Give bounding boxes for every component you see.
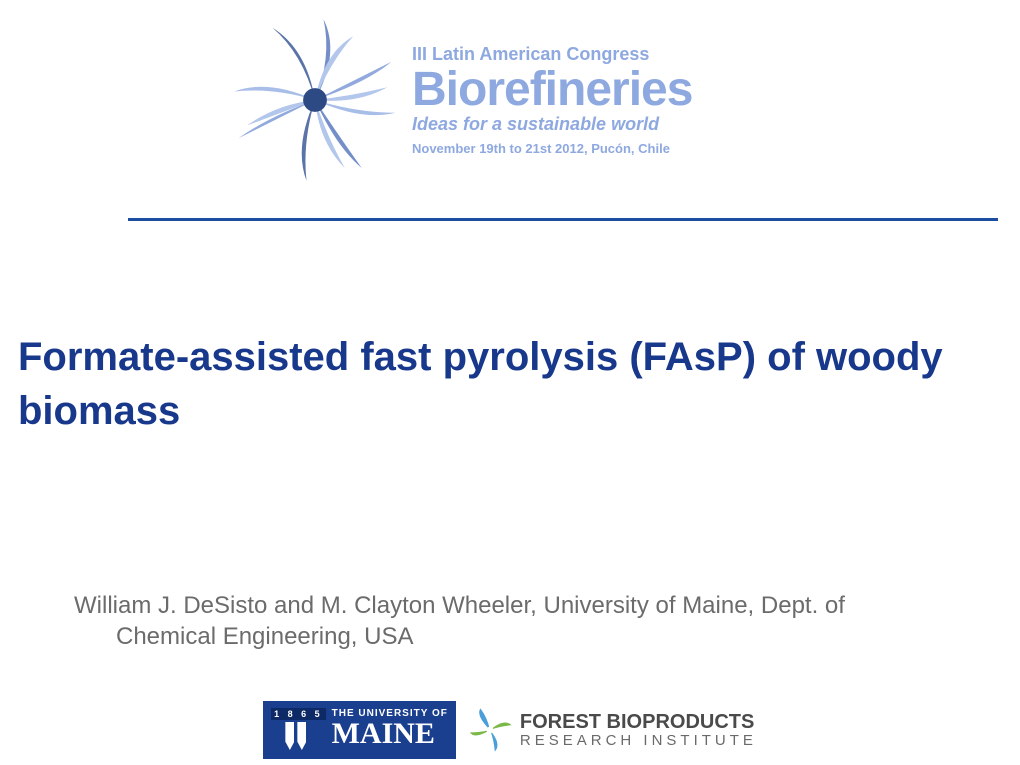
- fbri-line2: RESEARCH INSTITUTE: [520, 733, 757, 749]
- authors-line1: William J. DeSisto and M. Clayton Wheele…: [74, 592, 845, 619]
- umaine-flag-icon: [283, 722, 313, 750]
- authors-line2: Chemical Engineering, USA: [74, 621, 944, 652]
- congress-tagline: Ideas for a sustainable world: [412, 114, 692, 135]
- umaine-big-text: MAINE: [332, 719, 448, 749]
- umaine-year: 1 8 6 5: [271, 708, 326, 720]
- slide-title: Formate-assisted fast pyrolysis (FAsP) o…: [18, 330, 978, 438]
- header-divider: [128, 218, 998, 221]
- fbri-logo: FOREST BIOPRODUCTS RESEARCH INSTITUTE: [466, 706, 757, 754]
- fbri-line1: FOREST BIOPRODUCTS: [520, 712, 757, 733]
- congress-title: Biorefineries: [412, 67, 692, 113]
- umaine-logo: 1 8 6 5 THE UNIVERSITY OF MAINE: [263, 701, 456, 759]
- footer-logos: 1 8 6 5 THE UNIVERSITY OF MAINE FOREST B…: [0, 701, 1020, 759]
- swirl-icon: [230, 15, 400, 185]
- header-logo: III Latin American Congress Biorefinerie…: [230, 10, 790, 190]
- congress-text-block: III Latin American Congress Biorefinerie…: [412, 44, 692, 157]
- congress-date: November 19th to 21st 2012, Pucón, Chile: [412, 141, 692, 156]
- fbri-swirl-icon: [466, 706, 514, 754]
- congress-line: III Latin American Congress: [412, 44, 692, 65]
- authors-block: William J. DeSisto and M. Clayton Wheele…: [74, 590, 944, 652]
